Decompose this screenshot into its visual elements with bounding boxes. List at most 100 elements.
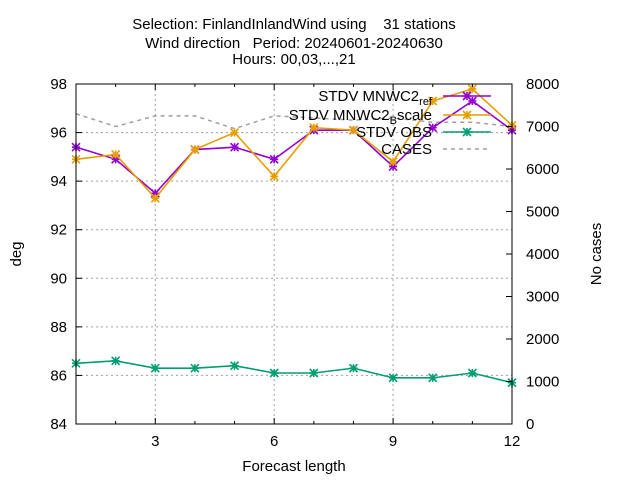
marker-stroke xyxy=(462,127,472,137)
marker-stroke xyxy=(428,96,438,106)
y2-tick-label: 5000 xyxy=(526,204,559,221)
marker-stroke xyxy=(229,128,240,138)
marker-stroke xyxy=(111,356,121,366)
legend-label-part: STDV OBS xyxy=(356,124,432,141)
chart-title-line: Selection: FinlandInlandWind using 31 st… xyxy=(132,16,456,33)
data-point xyxy=(229,361,240,371)
legend-label-2: STDV OBS xyxy=(356,124,432,141)
data-point xyxy=(190,145,200,155)
series-lines xyxy=(71,84,517,388)
series-line-1 xyxy=(75,87,513,200)
data-point xyxy=(348,125,359,135)
y2-tick-label: 0 xyxy=(526,416,534,433)
legend-label-part: ref xyxy=(419,96,433,108)
data-point xyxy=(269,171,279,181)
data-point xyxy=(150,363,160,373)
marker-stroke xyxy=(388,373,398,383)
y-tick-label: 90 xyxy=(50,270,67,287)
marker-stroke xyxy=(309,368,319,378)
x-tick-label: 12 xyxy=(504,433,521,450)
legend-marker xyxy=(462,110,472,120)
y2-axis-label: No cases xyxy=(588,223,605,286)
legend-label-part: scale xyxy=(397,107,432,124)
x-tick-label: 9 xyxy=(389,433,397,450)
data-point xyxy=(309,368,319,378)
marker-stroke xyxy=(229,361,240,371)
marker-stroke xyxy=(190,145,200,155)
legend-label-part: STDV MNWC2 xyxy=(318,88,419,105)
grid xyxy=(76,84,512,424)
series-cases xyxy=(75,113,513,130)
legend-label-3: CASES xyxy=(381,141,432,158)
series-line-3 xyxy=(75,113,513,130)
x-tick-label: 3 xyxy=(151,433,159,450)
data-point xyxy=(428,96,438,106)
marker-stroke xyxy=(462,91,472,101)
marker-stroke xyxy=(388,157,398,167)
y-tick-label: 92 xyxy=(50,222,67,239)
data-point xyxy=(229,142,240,152)
marker-stroke xyxy=(111,149,121,159)
marker-stroke xyxy=(150,363,160,373)
y-tick-label: 96 xyxy=(50,125,67,142)
marker-stroke xyxy=(348,363,359,373)
data-point xyxy=(309,123,319,133)
marker-stroke xyxy=(467,368,477,378)
marker-stroke xyxy=(269,154,279,164)
marker-stroke xyxy=(348,125,359,135)
marker-stroke xyxy=(229,142,240,152)
y-axis-label: deg xyxy=(8,241,25,266)
data-point xyxy=(150,193,160,203)
data-point xyxy=(428,373,438,383)
y2-tick-label: 8000 xyxy=(526,76,559,93)
marker-stroke xyxy=(309,123,319,133)
x-axis-label: Forecast length xyxy=(242,458,345,475)
legend-label-part: CASES xyxy=(381,141,432,158)
data-point xyxy=(229,128,240,138)
chart-title-line: Hours: 00,03,...,21 xyxy=(232,51,355,68)
y2-tick-label: 4000 xyxy=(526,246,559,263)
y-tick-label: 98 xyxy=(50,76,67,93)
y2-tick-label: 6000 xyxy=(526,161,559,178)
series-line-2 xyxy=(75,360,513,384)
marker-stroke xyxy=(467,96,477,106)
chart-title-line: Wind direction Period: 20240601-20240630 xyxy=(145,35,443,52)
data-point xyxy=(388,157,398,167)
data-point xyxy=(190,363,200,373)
marker-stroke xyxy=(269,368,279,378)
y-tick-label: 94 xyxy=(50,173,67,190)
legend-label-1: STDV MNWC2Bscale xyxy=(289,107,432,127)
data-point xyxy=(348,363,359,373)
legend-marker xyxy=(462,91,472,101)
data-point xyxy=(467,368,477,378)
marker-stroke xyxy=(269,171,279,181)
x-tick-label: 6 xyxy=(270,433,278,450)
data-point xyxy=(111,149,121,159)
data-point xyxy=(467,84,477,94)
marker-stroke xyxy=(428,373,438,383)
legend-label-0: STDV MNWC2ref xyxy=(318,88,433,108)
y2-tick-label: 7000 xyxy=(526,119,559,136)
axis-ticks: 3 6 9 12 84 86 88 90 92 94 96 98 0 1000 2000 3000 4000 50… xyxy=(50,76,559,450)
y2-tick-label: 3000 xyxy=(526,289,559,306)
y-tick-label: 88 xyxy=(50,319,67,336)
legend-marker xyxy=(462,127,472,137)
y-tick-label: 86 xyxy=(50,367,67,384)
data-point xyxy=(269,154,279,164)
y-tick-label: 84 xyxy=(50,416,67,433)
marker-stroke xyxy=(428,123,438,133)
axis-labels: Forecast length deg No cases xyxy=(8,223,605,475)
series-line-0 xyxy=(75,100,513,195)
y2-tick-label: 1000 xyxy=(526,374,559,391)
marker-stroke xyxy=(190,363,200,373)
chart-title: Selection: FinlandInlandWind using 31 st… xyxy=(132,16,456,68)
y2-tick-label: 2000 xyxy=(526,331,559,348)
legend-label-part: STDV MNWC2 xyxy=(289,107,390,124)
marker-stroke xyxy=(150,193,160,203)
marker-stroke xyxy=(462,110,472,120)
data-point xyxy=(388,373,398,383)
data-point xyxy=(111,356,121,366)
marker-stroke xyxy=(467,84,477,94)
